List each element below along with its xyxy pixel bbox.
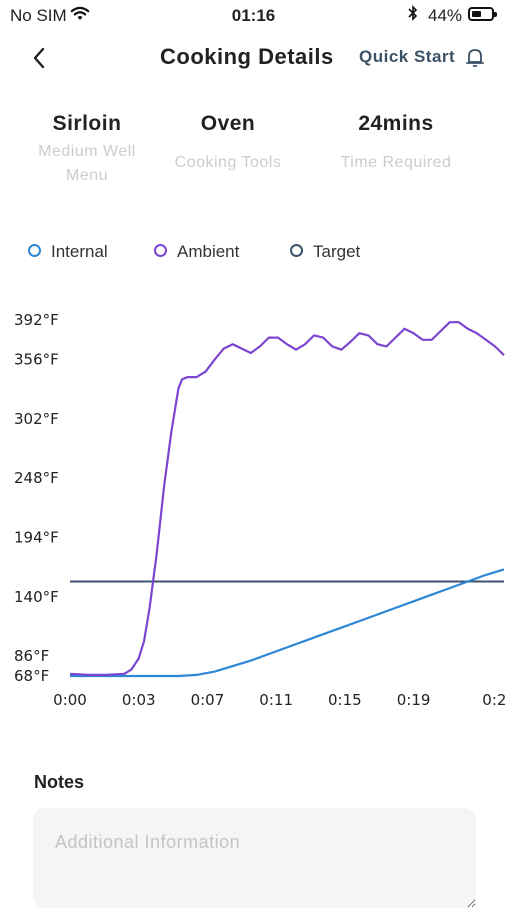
- notes-input[interactable]: [33, 808, 476, 908]
- y-tick-label: 248°F: [14, 469, 59, 487]
- summary-caption: Menu: [65, 167, 109, 184]
- bluetooth-icon: [408, 5, 418, 25]
- x-tick-label: 0:19: [397, 691, 431, 709]
- summary-value: 24mins: [358, 112, 434, 135]
- notes-title: Notes: [34, 772, 85, 792]
- y-tick-label: 356°F: [14, 351, 59, 369]
- legend-dot: [290, 244, 303, 258]
- y-tick-label: 302°F: [14, 410, 59, 428]
- legend-label: Target: [313, 242, 361, 261]
- y-tick-label: 392°F: [14, 311, 59, 329]
- nav-bar: Cooking Details Quick Start: [0, 38, 507, 78]
- x-tick-label: 0:03: [122, 691, 156, 709]
- series-line-internal: [70, 568, 505, 678]
- y-tick-label: 86°F: [14, 647, 49, 665]
- x-tick-label: 0:00: [53, 691, 87, 709]
- carrier-label: No SIM: [10, 6, 67, 25]
- legend-item-ambient[interactable]: Ambient: [154, 242, 239, 262]
- y-tick-label: 68°F: [14, 667, 49, 685]
- summary-subtitle: Cooking Tools: [174, 154, 282, 171]
- legend-dot: [154, 244, 167, 258]
- wifi-icon: [70, 6, 90, 27]
- legend-item-target[interactable]: Target: [290, 242, 360, 262]
- x-tick-label: 0:2: [482, 691, 506, 709]
- cooking-summary: Sirloin Medium Well Menu Oven Cooking To…: [0, 112, 507, 192]
- summary-subtitle: Time Required: [340, 154, 452, 171]
- temperature-chart: 68°F 86°F 140°F 194°F 248°F 302°F 356°F 392°F 0:…: [14, 311, 506, 709]
- summary-tools: Oven Cooking Tools: [158, 112, 298, 172]
- x-tick-label: 0:07: [191, 691, 225, 709]
- summary-value: Oven: [200, 112, 256, 135]
- status-bar: No SIM 01:16 44%: [0, 0, 507, 30]
- x-tick-label: 0:15: [328, 691, 362, 709]
- legend-label: Internal: [51, 242, 108, 261]
- legend-item-internal[interactable]: Internal: [28, 242, 108, 262]
- summary-subtitle: Medium Well: [38, 143, 136, 160]
- series-line-ambient: [69, 321, 505, 676]
- quick-start-button[interactable]: Quick Start: [359, 47, 456, 66]
- legend-label: Ambient: [177, 242, 240, 261]
- battery-percent: 44%: [428, 6, 463, 25]
- legend-dot: [28, 244, 41, 258]
- page-title: Cooking Details: [160, 44, 334, 69]
- bell-icon[interactable]: [464, 46, 486, 73]
- x-tick-label: 0:11: [259, 691, 293, 709]
- battery-icon: [468, 7, 497, 21]
- chevron-left-icon[interactable]: [26, 44, 54, 72]
- summary-time: 24mins Time Required: [316, 112, 476, 172]
- y-tick-label: 140°F: [14, 588, 59, 606]
- y-tick-label: 194°F: [14, 529, 59, 547]
- summary-value: Sirloin: [52, 112, 122, 135]
- summary-menu: Sirloin Medium Well Menu: [17, 112, 157, 185]
- clock: 01:16: [231, 6, 276, 25]
